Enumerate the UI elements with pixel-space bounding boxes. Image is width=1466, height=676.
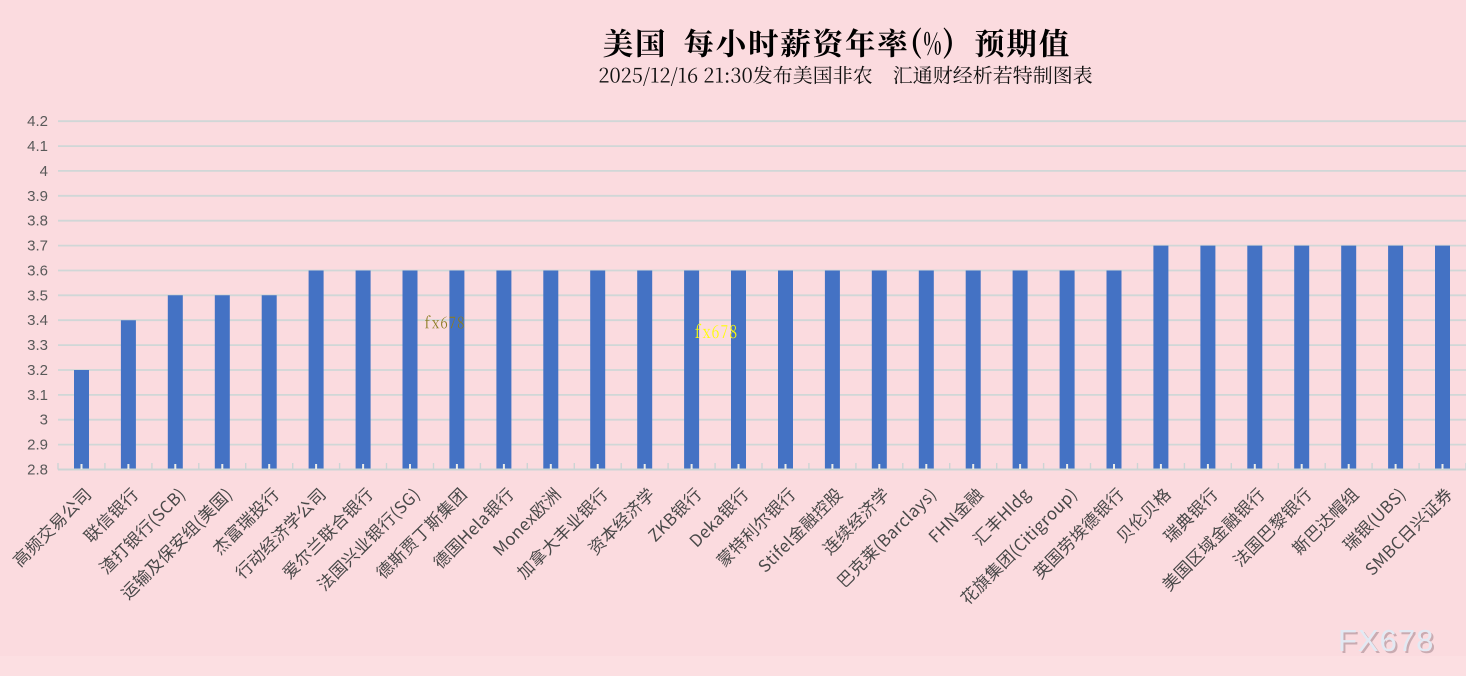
svg-text:4: 4 [40,163,48,180]
svg-text:3.1: 3.1 [27,387,48,404]
svg-text:3.9: 3.9 [27,188,48,205]
svg-text:2.9: 2.9 [27,437,48,454]
svg-text:2.8: 2.8 [27,462,48,479]
svg-text:FX678: FX678 [1338,623,1434,658]
svg-text:3.8: 3.8 [27,213,48,230]
svg-text:3.2: 3.2 [27,362,48,379]
svg-text:3.3: 3.3 [27,337,48,354]
svg-text:3.5: 3.5 [27,287,48,304]
svg-text:4.1: 4.1 [27,138,48,155]
svg-text:4.2: 4.2 [27,113,48,130]
svg-text:3: 3 [40,412,48,429]
svg-text:3.4: 3.4 [27,312,48,329]
svg-text:3.7: 3.7 [27,238,48,255]
svg-text:3.6: 3.6 [27,263,48,280]
svg-text:FX678: FX678 [1340,625,1436,660]
